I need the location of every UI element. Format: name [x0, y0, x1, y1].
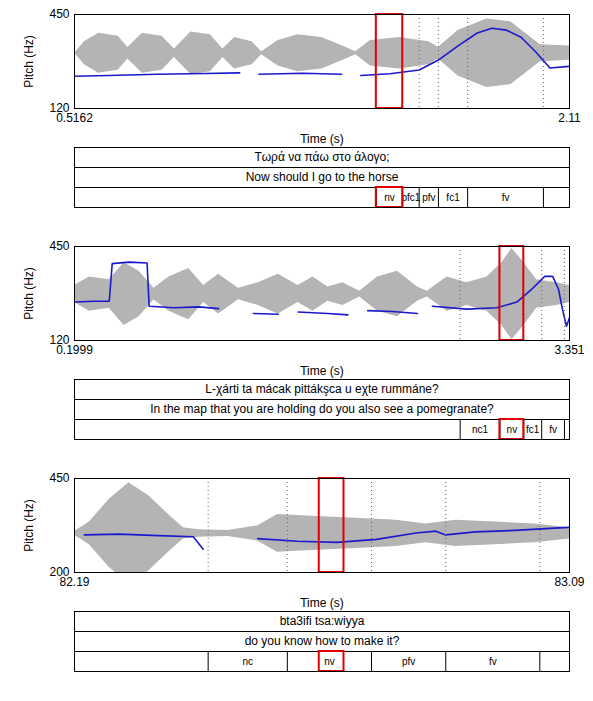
svg-text:450: 450	[49, 7, 69, 21]
svg-text:Pitch (Hz): Pitch (Hz)	[22, 35, 36, 88]
svg-text:450: 450	[49, 471, 69, 485]
svg-text:pfc1: pfc1	[401, 192, 420, 203]
svg-text:bta3ifi tsa:wiyya: bta3ifi tsa:wiyya	[280, 614, 365, 628]
svg-text:Now should I go to the horse: Now should I go to the horse	[246, 170, 399, 184]
svg-text:2.11: 2.11	[558, 111, 581, 125]
svg-text:Time (s): Time (s)	[300, 596, 344, 610]
svg-text:pfv: pfv	[422, 192, 435, 203]
svg-text:nv: nv	[384, 192, 395, 203]
svg-text:fv: fv	[502, 192, 510, 203]
svg-text:Pitch (Hz): Pitch (Hz)	[22, 267, 36, 320]
svg-text:83.09: 83.09	[554, 575, 584, 589]
svg-text:82.19: 82.19	[59, 575, 89, 589]
svg-text:Pitch (Hz): Pitch (Hz)	[22, 499, 36, 552]
svg-text:Time (s): Time (s)	[300, 364, 344, 378]
svg-text:fv: fv	[489, 656, 497, 667]
svg-text:fc1: fc1	[446, 192, 460, 203]
svg-text:3.351: 3.351	[554, 343, 584, 357]
svg-text:L-χárti ta mácak pittákşca u e: L-χárti ta mácak pittákşca u eχte rummán…	[205, 382, 439, 396]
svg-text:nc: nc	[242, 656, 253, 667]
svg-text:nc1: nc1	[472, 424, 489, 435]
svg-text:fc1: fc1	[526, 424, 540, 435]
svg-text:0.5162: 0.5162	[56, 111, 93, 125]
svg-text:nv: nv	[507, 424, 518, 435]
svg-text:nv: nv	[324, 656, 335, 667]
svg-text:Time (s): Time (s)	[300, 132, 344, 146]
svg-text:pfv: pfv	[402, 656, 415, 667]
svg-text:120: 120	[49, 101, 70, 116]
svg-text:Τωρά να πάω στο άλογο;: Τωρά να πάω στο άλογο;	[254, 150, 389, 164]
svg-text:do you know how to make it?: do you know how to make it?	[245, 634, 400, 648]
svg-text:fv: fv	[549, 424, 557, 435]
svg-text:200: 200	[49, 565, 70, 580]
svg-text:0.1999: 0.1999	[56, 343, 93, 357]
svg-text:In the map that you are holdin: In the map that you are holding do you a…	[150, 402, 494, 416]
svg-text:120: 120	[49, 333, 70, 348]
svg-text:450: 450	[49, 239, 69, 253]
